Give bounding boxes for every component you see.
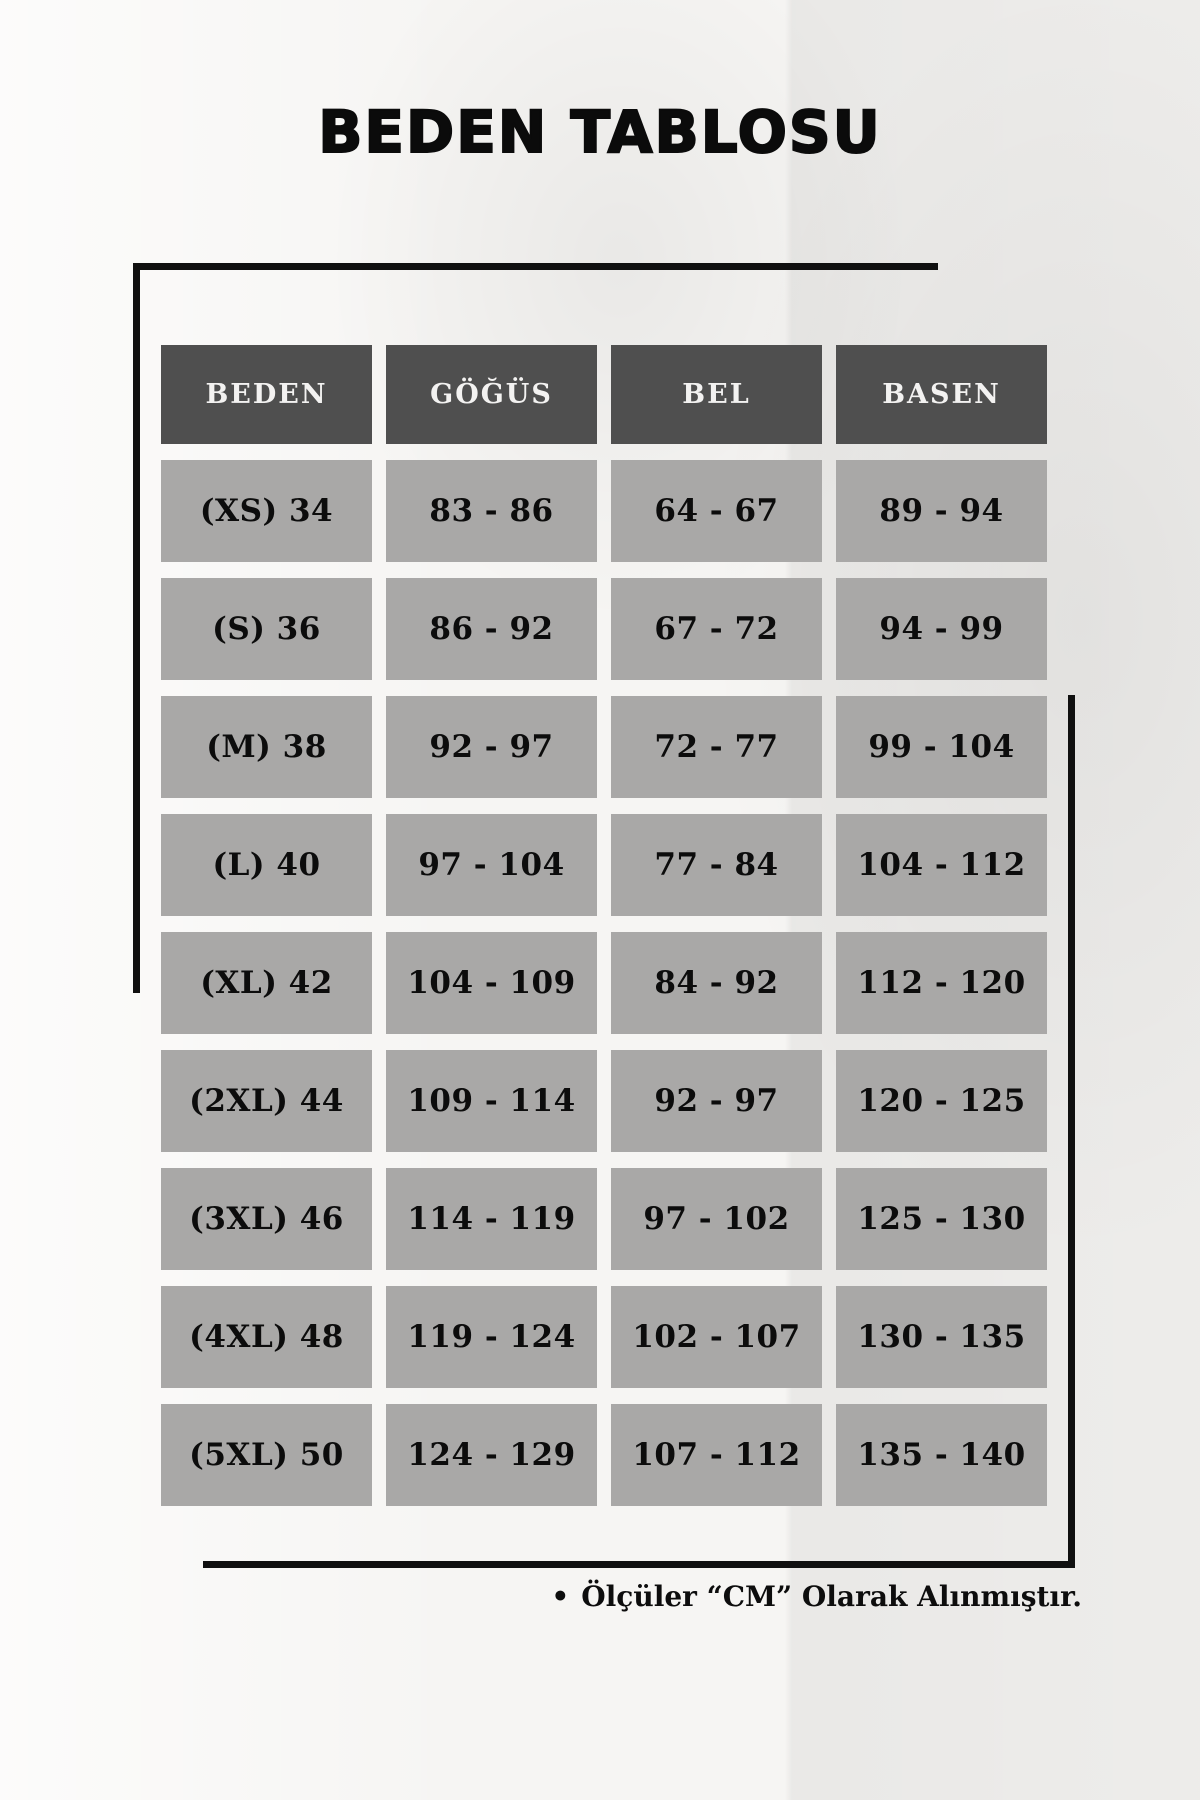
table-cell: (2XL) 44 <box>161 1050 372 1152</box>
table-cell: 72 - 77 <box>611 696 822 798</box>
table-cell: 114 - 119 <box>386 1168 597 1270</box>
table-cell: 84 - 92 <box>611 932 822 1034</box>
table-cell: 97 - 102 <box>611 1168 822 1270</box>
frame-top-line <box>133 263 938 270</box>
frame-bottom-line <box>203 1561 1075 1568</box>
footnote: • Ölçüler “CM” Olarak Alınmıştır. <box>551 1580 1082 1613</box>
page-title: BEDEN TABLOSU <box>317 97 882 167</box>
table-cell: 92 - 97 <box>611 1050 822 1152</box>
table-cell: 89 - 94 <box>836 460 1047 562</box>
column-header-bel: BEL <box>611 345 822 444</box>
table-cell: (S) 36 <box>161 578 372 680</box>
table-cell: 109 - 114 <box>386 1050 597 1152</box>
size-table: BEDEN GÖĞÜS BEL BASEN (XS) 34 83 - 86 64… <box>161 345 1047 1506</box>
table-cell: (4XL) 48 <box>161 1286 372 1388</box>
table-cell: 83 - 86 <box>386 460 597 562</box>
table-cell: 99 - 104 <box>836 696 1047 798</box>
frame-left-line <box>133 263 140 993</box>
table-cell: 67 - 72 <box>611 578 822 680</box>
table-cell: 112 - 120 <box>836 932 1047 1034</box>
footnote-text: Ölçüler “CM” Olarak Alınmıştır. <box>581 1580 1082 1613</box>
table-cell: 97 - 104 <box>386 814 597 916</box>
table-cell: 104 - 109 <box>386 932 597 1034</box>
frame-right-line <box>1068 695 1075 1568</box>
table-cell: 64 - 67 <box>611 460 822 562</box>
table-cell: 107 - 112 <box>611 1404 822 1506</box>
column-header-beden: BEDEN <box>161 345 372 444</box>
table-cell: (3XL) 46 <box>161 1168 372 1270</box>
table-cell: 124 - 129 <box>386 1404 597 1506</box>
table-cell: (5XL) 50 <box>161 1404 372 1506</box>
column-header-basen: BASEN <box>836 345 1047 444</box>
table-cell: 94 - 99 <box>836 578 1047 680</box>
table-cell: 120 - 125 <box>836 1050 1047 1152</box>
table-cell: 119 - 124 <box>386 1286 597 1388</box>
table-cell: 125 - 130 <box>836 1168 1047 1270</box>
table-cell: 92 - 97 <box>386 696 597 798</box>
table-cell: 77 - 84 <box>611 814 822 916</box>
table-cell: (L) 40 <box>161 814 372 916</box>
table-cell: 104 - 112 <box>836 814 1047 916</box>
table-cell: 130 - 135 <box>836 1286 1047 1388</box>
table-cell: 102 - 107 <box>611 1286 822 1388</box>
table-cell: (XL) 42 <box>161 932 372 1034</box>
table-cell: (M) 38 <box>161 696 372 798</box>
table-cell: 86 - 92 <box>386 578 597 680</box>
table-cell: (XS) 34 <box>161 460 372 562</box>
table-cell: 135 - 140 <box>836 1404 1047 1506</box>
column-header-gogus: GÖĞÜS <box>386 345 597 444</box>
footnote-bullet: • <box>551 1580 570 1613</box>
